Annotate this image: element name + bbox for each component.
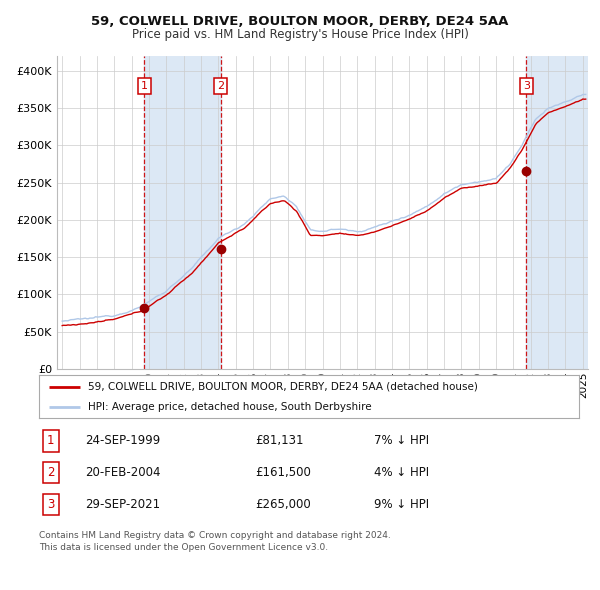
Text: £265,000: £265,000 xyxy=(255,498,311,511)
Text: 59, COLWELL DRIVE, BOULTON MOOR, DERBY, DE24 5AA (detached house): 59, COLWELL DRIVE, BOULTON MOOR, DERBY, … xyxy=(88,382,478,392)
Text: This data is licensed under the Open Government Licence v3.0.: This data is licensed under the Open Gov… xyxy=(39,543,328,552)
Text: HPI: Average price, detached house, South Derbyshire: HPI: Average price, detached house, Sout… xyxy=(88,402,371,412)
Text: 24-SEP-1999: 24-SEP-1999 xyxy=(85,434,160,447)
Text: Contains HM Land Registry data © Crown copyright and database right 2024.: Contains HM Land Registry data © Crown c… xyxy=(39,531,391,540)
Text: 2: 2 xyxy=(47,466,55,479)
Bar xyxy=(144,56,221,369)
Text: 59, COLWELL DRIVE, BOULTON MOOR, DERBY, DE24 5AA: 59, COLWELL DRIVE, BOULTON MOOR, DERBY, … xyxy=(91,15,509,28)
Bar xyxy=(526,56,588,369)
Text: 4% ↓ HPI: 4% ↓ HPI xyxy=(374,466,429,479)
Text: 1: 1 xyxy=(141,81,148,91)
Text: 9% ↓ HPI: 9% ↓ HPI xyxy=(374,498,429,511)
Text: 20-FEB-2004: 20-FEB-2004 xyxy=(85,466,160,479)
Text: 2: 2 xyxy=(217,81,224,91)
Text: 3: 3 xyxy=(523,81,530,91)
Text: £161,500: £161,500 xyxy=(255,466,311,479)
Text: 1: 1 xyxy=(47,434,55,447)
Text: 29-SEP-2021: 29-SEP-2021 xyxy=(85,498,160,511)
Text: Price paid vs. HM Land Registry's House Price Index (HPI): Price paid vs. HM Land Registry's House … xyxy=(131,28,469,41)
Text: 7% ↓ HPI: 7% ↓ HPI xyxy=(374,434,429,447)
Text: 3: 3 xyxy=(47,498,55,511)
Text: £81,131: £81,131 xyxy=(255,434,304,447)
